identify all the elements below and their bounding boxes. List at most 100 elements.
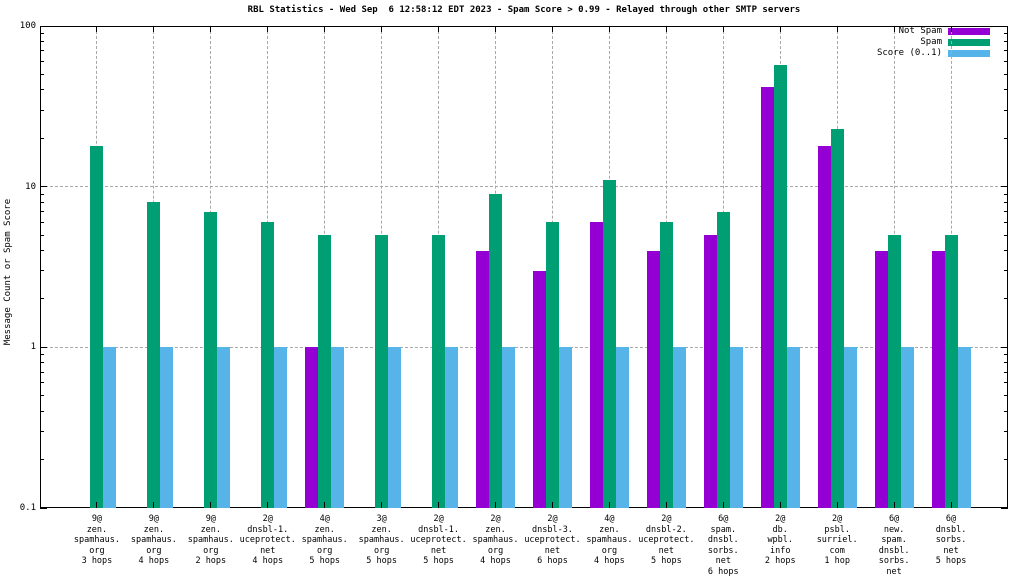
y-tick-left <box>40 25 47 27</box>
bar-score-0-1 <box>843 347 857 508</box>
y-minor-tick-right <box>1004 298 1008 300</box>
bar-spam <box>147 202 161 508</box>
bar-not-spam <box>305 347 319 508</box>
y-grid-line <box>40 346 1008 348</box>
y-minor-tick-right <box>1004 382 1008 384</box>
x-tick-top <box>267 26 269 32</box>
y-tick-right <box>1001 507 1008 509</box>
y-minor-tick-right <box>1004 61 1008 63</box>
x-tick-top <box>950 26 952 32</box>
y-minor-tick-left <box>40 382 44 384</box>
y-minor-tick-left <box>40 137 44 139</box>
legend-label-score: Score (0..1) <box>876 48 942 58</box>
y-minor-tick-right <box>1004 89 1008 91</box>
y-tick-left <box>40 186 47 188</box>
x-tick-bottom <box>836 502 838 508</box>
x-tick-top <box>438 26 440 32</box>
bar-not-spam <box>817 145 831 508</box>
x-tick-bottom <box>608 502 610 508</box>
x-category-label: 6@ new. spam. dnsbl. sorbs. net 5 hops <box>878 514 910 576</box>
y-minor-tick-right <box>1004 193 1008 195</box>
x-tick-top <box>381 26 383 32</box>
x-tick-bottom <box>722 502 724 508</box>
bar-not-spam <box>532 270 546 508</box>
bar-score-0-1 <box>729 347 743 508</box>
y-minor-tick-left <box>40 270 44 272</box>
x-tick-top <box>495 26 497 32</box>
y-tick-left <box>40 507 47 509</box>
legend-swatch-spam <box>948 38 990 46</box>
y-axis-title: Message Count or Spam Score <box>3 198 13 346</box>
bar-spam <box>318 235 332 508</box>
y-minor-tick-left <box>40 32 44 34</box>
legend: Not Spam Spam Score (0..1) <box>876 26 990 58</box>
x-category-label: 2@ dnsbl-1. uceprotect. net 5 hops <box>410 514 467 566</box>
x-tick-top <box>893 26 895 32</box>
bar-score-0-1 <box>274 347 288 508</box>
bar-spam <box>204 211 218 508</box>
bar-spam <box>887 235 901 508</box>
y-tick-left <box>40 346 47 348</box>
x-tick-bottom <box>551 502 553 508</box>
bar-score-0-1 <box>103 347 117 508</box>
x-tick-bottom <box>324 502 326 508</box>
bar-spam <box>944 235 958 508</box>
bar-score-0-1 <box>217 347 231 508</box>
bar-not-spam <box>646 250 660 508</box>
y-minor-tick-right <box>1004 430 1008 432</box>
bar-not-spam <box>703 235 717 508</box>
bar-spam <box>830 128 844 508</box>
y-minor-tick-left <box>40 354 44 356</box>
y-minor-tick-right <box>1004 270 1008 272</box>
legend-label-not-spam: Not Spam <box>898 26 942 36</box>
bar-spam <box>545 222 559 508</box>
y-minor-tick-right <box>1004 137 1008 139</box>
x-tick-bottom <box>438 502 440 508</box>
y-minor-tick-left <box>40 193 44 195</box>
x-category-label: 4@ zen. spamhaus. org 4 hops <box>586 514 633 566</box>
y-minor-tick-left <box>40 410 44 412</box>
bar-spam <box>773 65 787 508</box>
y-minor-tick-left <box>40 395 44 397</box>
y-minor-tick-right <box>1004 395 1008 397</box>
bar-score-0-1 <box>388 347 402 508</box>
x-tick-bottom <box>96 502 98 508</box>
x-category-label: 9@ zen. spamhaus. org 3 hops <box>73 514 120 566</box>
x-category-label: 2@ dnsbl-2. uceprotect. net 5 hops <box>638 514 695 566</box>
bar-not-spam <box>760 86 774 508</box>
bar-score-0-1 <box>957 347 971 508</box>
x-tick-top <box>722 26 724 32</box>
bar-score-0-1 <box>331 347 345 508</box>
bar-score-0-1 <box>672 347 686 508</box>
y-minor-tick-left <box>40 61 44 63</box>
x-tick-top <box>836 26 838 32</box>
y-minor-tick-left <box>40 371 44 373</box>
y-minor-tick-left <box>40 50 44 52</box>
x-category-label: 2@ dnsbl-3. uceprotect. net 6 hops <box>524 514 581 566</box>
y-tick-right <box>1001 346 1008 348</box>
bar-not-spam <box>476 250 490 508</box>
x-tick-bottom <box>950 502 952 508</box>
x-category-label: 2@ dnsbl-1. uceprotect. net 4 hops <box>239 514 296 566</box>
y-grid-line <box>40 186 1008 188</box>
x-tick-top <box>153 26 155 32</box>
bar-score-0-1 <box>160 347 174 508</box>
y-tick-label: 0.1 <box>19 503 36 513</box>
y-minor-tick-right <box>1004 109 1008 111</box>
x-tick-top <box>608 26 610 32</box>
legend-swatch-not-spam <box>948 27 990 35</box>
bar-score-0-1 <box>615 347 629 508</box>
y-minor-tick-right <box>1004 250 1008 252</box>
y-tick-right <box>1001 186 1008 188</box>
y-tick-right <box>1001 25 1008 27</box>
y-minor-tick-right <box>1004 459 1008 461</box>
bar-score-0-1 <box>445 347 459 508</box>
bar-not-spam <box>931 250 945 508</box>
x-tick-bottom <box>210 502 212 508</box>
y-minor-tick-right <box>1004 41 1008 43</box>
plot-area-border <box>40 26 1008 508</box>
bar-spam <box>261 222 275 508</box>
x-tick-bottom <box>153 502 155 508</box>
x-tick-top <box>551 26 553 32</box>
